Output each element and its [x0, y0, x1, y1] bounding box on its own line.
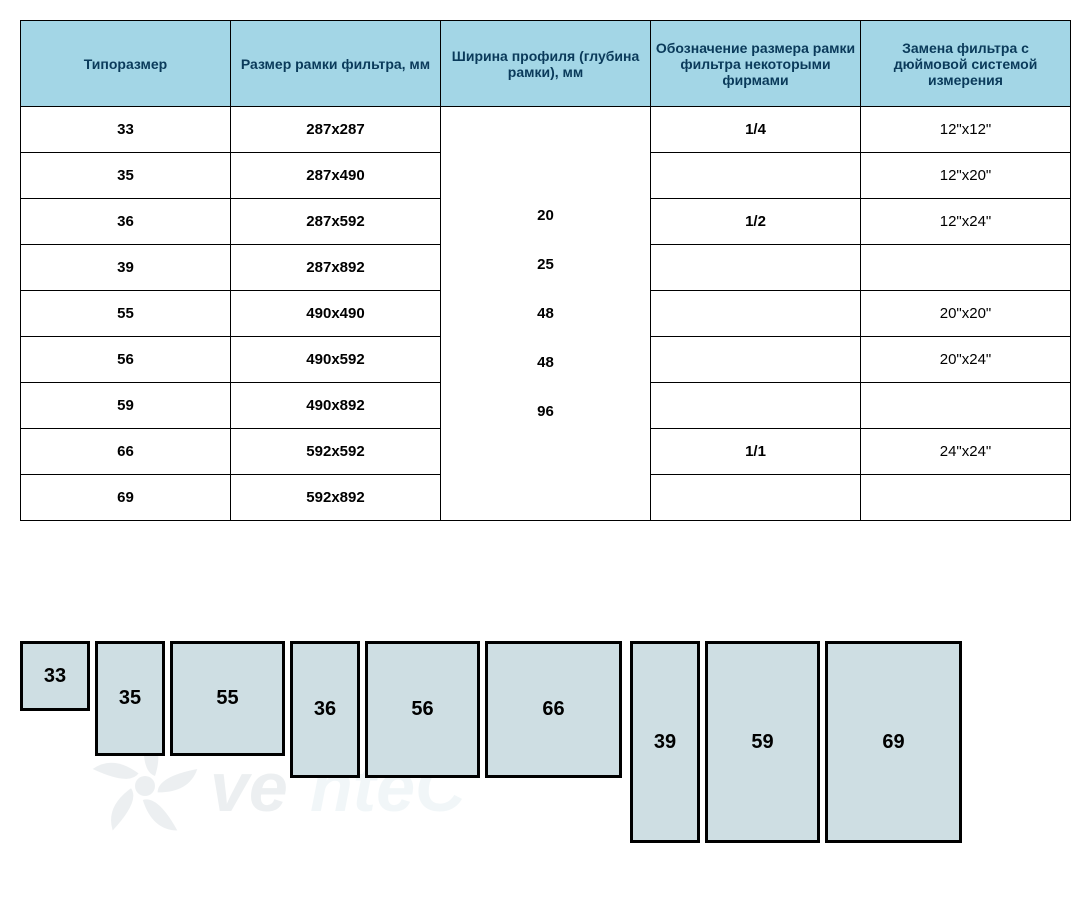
- cell-designation: [651, 153, 861, 199]
- cell-inch: 20"х20": [861, 291, 1071, 337]
- profile-value: 20: [537, 207, 554, 224]
- cell-frame: 592х892: [231, 475, 441, 521]
- profile-value: 96: [537, 403, 554, 420]
- col-header-size: Типоразмер: [21, 21, 231, 107]
- cell-size: 56: [21, 337, 231, 383]
- diagram-shape-39: 39: [630, 641, 700, 843]
- cell-inch: [861, 245, 1071, 291]
- diagram-shape-36: 36: [290, 641, 360, 778]
- col-header-frame: Размер рамки фильтра, мм: [231, 21, 441, 107]
- diagram-shape-55: 55: [170, 641, 285, 756]
- shape-label: 35: [119, 687, 141, 710]
- cell-frame: 490х490: [231, 291, 441, 337]
- shape-label: 55: [216, 687, 238, 710]
- shape-label: 36: [314, 698, 336, 721]
- cell-designation: [651, 475, 861, 521]
- cell-size: 69: [21, 475, 231, 521]
- shape-label: 66: [542, 698, 564, 721]
- profile-value: 25: [537, 256, 554, 273]
- cell-inch: 12"х20": [861, 153, 1071, 199]
- shape-label: 56: [411, 698, 433, 721]
- cell-designation: 1/4: [651, 107, 861, 153]
- cell-designation: [651, 383, 861, 429]
- diagram-shape-56: 56: [365, 641, 480, 778]
- cell-size: 33: [21, 107, 231, 153]
- table-header-row: Типоразмер Размер рамки фильтра, мм Шири…: [21, 21, 1071, 107]
- profile-value: 48: [537, 305, 554, 322]
- cell-size: 55: [21, 291, 231, 337]
- cell-frame: 287х287: [231, 107, 441, 153]
- cell-designation: [651, 245, 861, 291]
- shape-label: 59: [751, 731, 773, 754]
- profile-value: 48: [537, 354, 554, 371]
- cell-inch: 20"х24": [861, 337, 1071, 383]
- diagram-shape-33: 33: [20, 641, 90, 711]
- shape-label: 33: [44, 665, 66, 688]
- cell-size: 36: [21, 199, 231, 245]
- col-header-profile: Ширина профиля (глубина рамки), мм: [441, 21, 651, 107]
- cell-inch: [861, 475, 1071, 521]
- cell-profile-merged: 20 25 48 48 96: [441, 107, 651, 521]
- cell-frame: 490х892: [231, 383, 441, 429]
- filter-size-table: Типоразмер Размер рамки фильтра, мм Шири…: [20, 20, 1071, 521]
- cell-frame: 490х592: [231, 337, 441, 383]
- cell-designation: [651, 291, 861, 337]
- size-diagram: ve nteC 33 35 55 36 56 66 39 59 69: [20, 611, 1070, 891]
- cell-size: 39: [21, 245, 231, 291]
- cell-frame: 287х490: [231, 153, 441, 199]
- diagram-shape-35: 35: [95, 641, 165, 756]
- cell-frame: 592х592: [231, 429, 441, 475]
- diagram-shape-59: 59: [705, 641, 820, 843]
- cell-frame: 287х892: [231, 245, 441, 291]
- cell-designation: 1/2: [651, 199, 861, 245]
- shape-label: 39: [654, 731, 676, 754]
- diagram-shape-69: 69: [825, 641, 962, 843]
- cell-frame: 287х592: [231, 199, 441, 245]
- cell-size: 66: [21, 429, 231, 475]
- cell-designation: [651, 337, 861, 383]
- cell-inch: [861, 383, 1071, 429]
- svg-text:ve: ve: [210, 748, 288, 826]
- cell-inch: 24"х24": [861, 429, 1071, 475]
- cell-inch: 12"х24": [861, 199, 1071, 245]
- diagram-shape-66: 66: [485, 641, 622, 778]
- col-header-inch: Замена фильтра с дюймовой системой измер…: [861, 21, 1071, 107]
- table-row: 33 287х287 20 25 48 48 96 1/4 12"х12": [21, 107, 1071, 153]
- col-header-designation: Обозначение размера рамки фильтра некото…: [651, 21, 861, 107]
- cell-size: 59: [21, 383, 231, 429]
- cell-size: 35: [21, 153, 231, 199]
- cell-designation: 1/1: [651, 429, 861, 475]
- shape-label: 69: [882, 731, 904, 754]
- cell-inch: 12"х12": [861, 107, 1071, 153]
